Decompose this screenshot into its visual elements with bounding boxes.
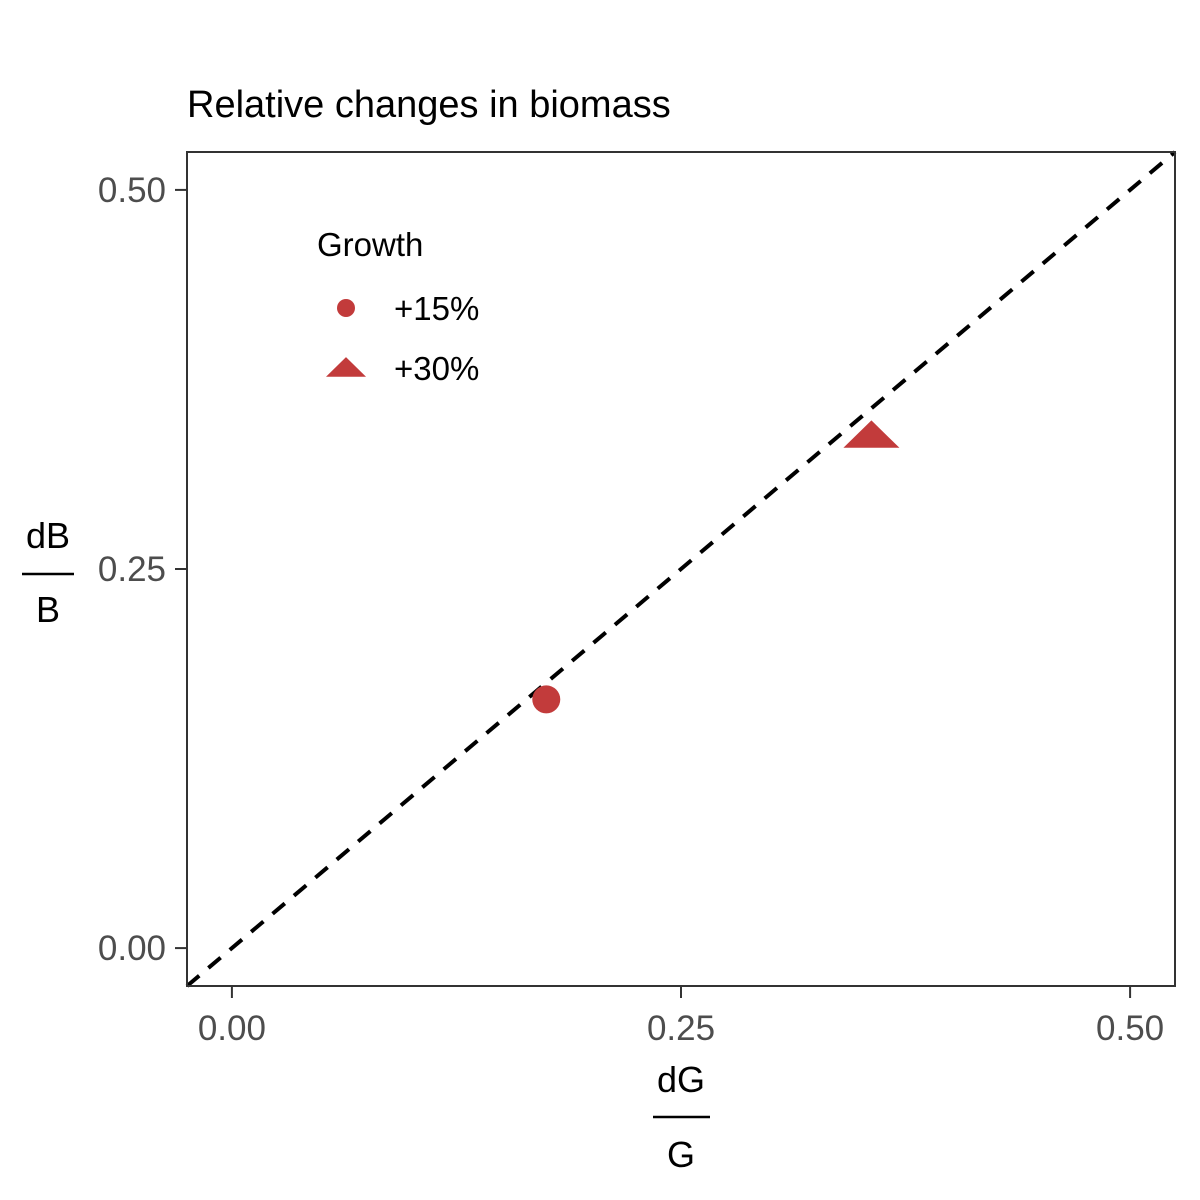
points-layer	[532, 420, 900, 714]
y-tick-label: 0.50	[98, 171, 166, 210]
legend-entry-label: +15%	[394, 290, 479, 327]
reference-line	[185, 150, 1177, 988]
y-tick-label: 0.25	[98, 550, 166, 589]
legend-title: Growth	[317, 226, 423, 263]
x-axis-label-numerator: dG	[657, 1059, 705, 1100]
y-axis-label: dB B	[22, 515, 74, 630]
x-axis-label: dG G	[653, 1059, 710, 1175]
x-tick-label: 0.25	[647, 1009, 715, 1048]
data-point-triangle	[843, 420, 900, 448]
data-point-circle	[532, 685, 561, 714]
y-axis-label-numerator: dB	[26, 515, 70, 556]
legend-key-triangle	[326, 357, 366, 377]
legend-key-circle	[337, 299, 355, 317]
y-tick-label: 0.00	[98, 929, 166, 968]
y-axis: 0.00 0.25 0.50	[98, 171, 187, 968]
legend: Growth +15% +30%	[317, 226, 479, 387]
x-axis: 0.00 0.25 0.50	[198, 986, 1164, 1048]
x-tick-label: 0.50	[1096, 1009, 1164, 1048]
chart-title: Relative changes in biomass	[187, 84, 671, 126]
x-tick-label: 0.00	[198, 1009, 266, 1048]
legend-entry-label: +30%	[394, 350, 479, 387]
reference-line-layer	[185, 150, 1177, 988]
x-axis-label-denominator: G	[667, 1134, 695, 1175]
y-axis-label-denominator: B	[36, 589, 60, 630]
